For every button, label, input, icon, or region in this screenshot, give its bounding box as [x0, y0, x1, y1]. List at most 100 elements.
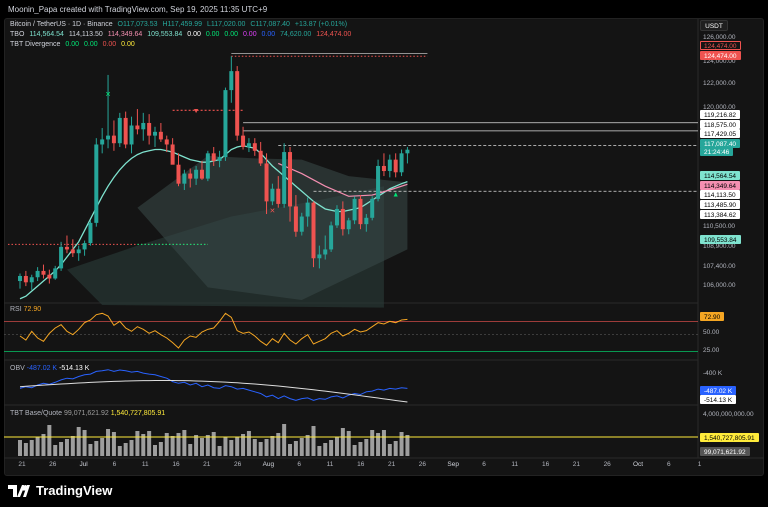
rsi-name[interactable]: RSI: [10, 306, 22, 313]
tbo-val-4: 0.00: [187, 31, 201, 38]
price-tag: 117,429.05: [700, 128, 741, 138]
candle-body: [111, 135, 116, 144]
candle-body: [211, 153, 216, 161]
candle-body: [117, 117, 122, 144]
tradingview-footer[interactable]: TradingView: [8, 483, 112, 498]
tbt-volume-bar: [235, 437, 240, 456]
obv-tick-label: -400 K: [703, 370, 723, 377]
candle-body: [141, 122, 146, 130]
tbt-divergence-legend: TBT Divergence 0.00 0.00 0.00 0.00: [10, 41, 138, 48]
candle-body: [59, 246, 64, 269]
sell-triangle-marker: ▼: [193, 108, 200, 115]
symbol-label[interactable]: Bitcoin / TetherUS · 1D · Binance: [10, 21, 113, 28]
chart-caption: Moonin_Papa created with TradingView.com…: [8, 5, 268, 14]
obv-line: [19, 369, 408, 401]
tbt-volume-bar: [358, 442, 363, 456]
time-tick-label: Aug: [262, 461, 275, 468]
tbt-volume-bar: [117, 446, 122, 456]
price-tick-label: 126,000.00: [703, 34, 736, 41]
rsi-value-tag: 72.90: [700, 311, 725, 321]
tbt-value-1: 99,071,621.92: [63, 410, 109, 417]
buy-triangle-marker: ▲: [392, 191, 399, 198]
candle-body: [293, 206, 298, 232]
price-tick-label: 108,900.00: [703, 243, 736, 250]
candle-body: [18, 275, 22, 282]
candle-body: [147, 122, 152, 136]
tbt-tick-label: 4,000,000,000.00: [703, 411, 754, 418]
candle-body: [129, 125, 134, 145]
obv-legend: OBV -487.02 K -514.13 K: [10, 365, 89, 372]
tradingview-brand: TradingView: [36, 483, 113, 498]
price-tag: 114,564.54: [700, 170, 741, 180]
tbt-volume-bar: [188, 444, 193, 456]
candle-body: [199, 169, 204, 179]
buy-cross-marker: ✕: [105, 91, 111, 98]
tbt-volume-bar: [376, 433, 381, 456]
tbt-volume-bar: [311, 426, 316, 456]
price-tag: 124,474.00: [700, 40, 741, 50]
candle-body: [194, 169, 199, 179]
time-tick-label: Oct: [632, 461, 644, 468]
tbt-volume-bar: [252, 439, 257, 456]
tbt-volume-bar: [82, 430, 87, 456]
time-tick-label: 6: [482, 461, 486, 468]
tbt-volume-bar: [399, 432, 404, 456]
tbt-volume-bar: [223, 437, 228, 456]
tbt-volume-bar: [141, 434, 146, 456]
tbt-volume-bar: [41, 434, 46, 456]
price-tag: 118,575.00: [700, 119, 741, 129]
currency-button[interactable]: USDT: [700, 20, 728, 31]
tbt-quote-tag: 1,540,727,805.91: [700, 432, 759, 442]
candle-body: [164, 139, 169, 145]
tbo-legend: TBO 114,564.54 114,113.50 114,349.64 109…: [10, 31, 354, 38]
tbt-volume-bar: [276, 433, 281, 456]
candle-body: [270, 188, 275, 202]
tbt-volume-bar: [299, 438, 304, 456]
tbt-div-val-0: 0.00: [65, 41, 80, 48]
tbt-div-val-2: 0.00: [102, 41, 117, 48]
candle-body: [41, 270, 46, 275]
tbt-volume-bar: [346, 431, 351, 456]
candle-body: [358, 198, 363, 225]
candle-body: [405, 149, 410, 154]
tbt-volume-bar: [147, 431, 152, 456]
rsi-tick-label: 50.00: [703, 329, 720, 336]
candle-body: [276, 188, 281, 204]
tbt-volume-bar: [47, 425, 52, 456]
tbo-val-10: 124,474.00: [316, 31, 352, 38]
tbt-volume-bar: [282, 424, 287, 456]
tbt-name[interactable]: TBT Base/Quote: [10, 410, 63, 417]
candle-body: [381, 165, 386, 172]
main-legend: Bitcoin / TetherUS · 1D · Binance O117,0…: [10, 21, 350, 28]
candle-body: [399, 153, 404, 173]
obv-name[interactable]: OBV: [10, 365, 25, 372]
obv-value-1: -487.02 K: [26, 365, 58, 372]
tbt-volume-bar: [364, 439, 369, 456]
tbo-val-3: 109,553.84: [147, 31, 183, 38]
time-tick-label: 1: [697, 461, 702, 468]
tradingview-logo-icon: [8, 484, 30, 497]
price-tick-label: 122,000.00: [703, 80, 736, 87]
tbo-name[interactable]: TBO: [10, 31, 25, 38]
candle-body: [76, 249, 81, 254]
tbt-volume-bar: [100, 438, 105, 456]
candle-body: [123, 117, 128, 145]
time-tick-label: 21: [572, 461, 581, 468]
tbt-volume-bar: [246, 431, 251, 456]
candle-body: [88, 222, 93, 244]
time-tick-label: 16: [172, 461, 180, 468]
tbt-volume-bar: [158, 442, 163, 456]
candle-body: [252, 143, 257, 151]
tbt-div-name[interactable]: TBT Divergence: [10, 41, 61, 48]
tbt-volume-bar: [205, 435, 210, 456]
tbt-volume-bar: [153, 445, 158, 456]
tbt-volume-bar: [182, 430, 187, 456]
tbo-val-5: 0.00: [205, 31, 220, 38]
ohlc-high: H117,459.99: [162, 21, 203, 28]
tbo-val-6: 0.00: [224, 31, 239, 38]
candle-body: [70, 249, 75, 254]
tbt-volume-bar: [53, 445, 58, 456]
tbt-volume-bar: [106, 429, 111, 456]
